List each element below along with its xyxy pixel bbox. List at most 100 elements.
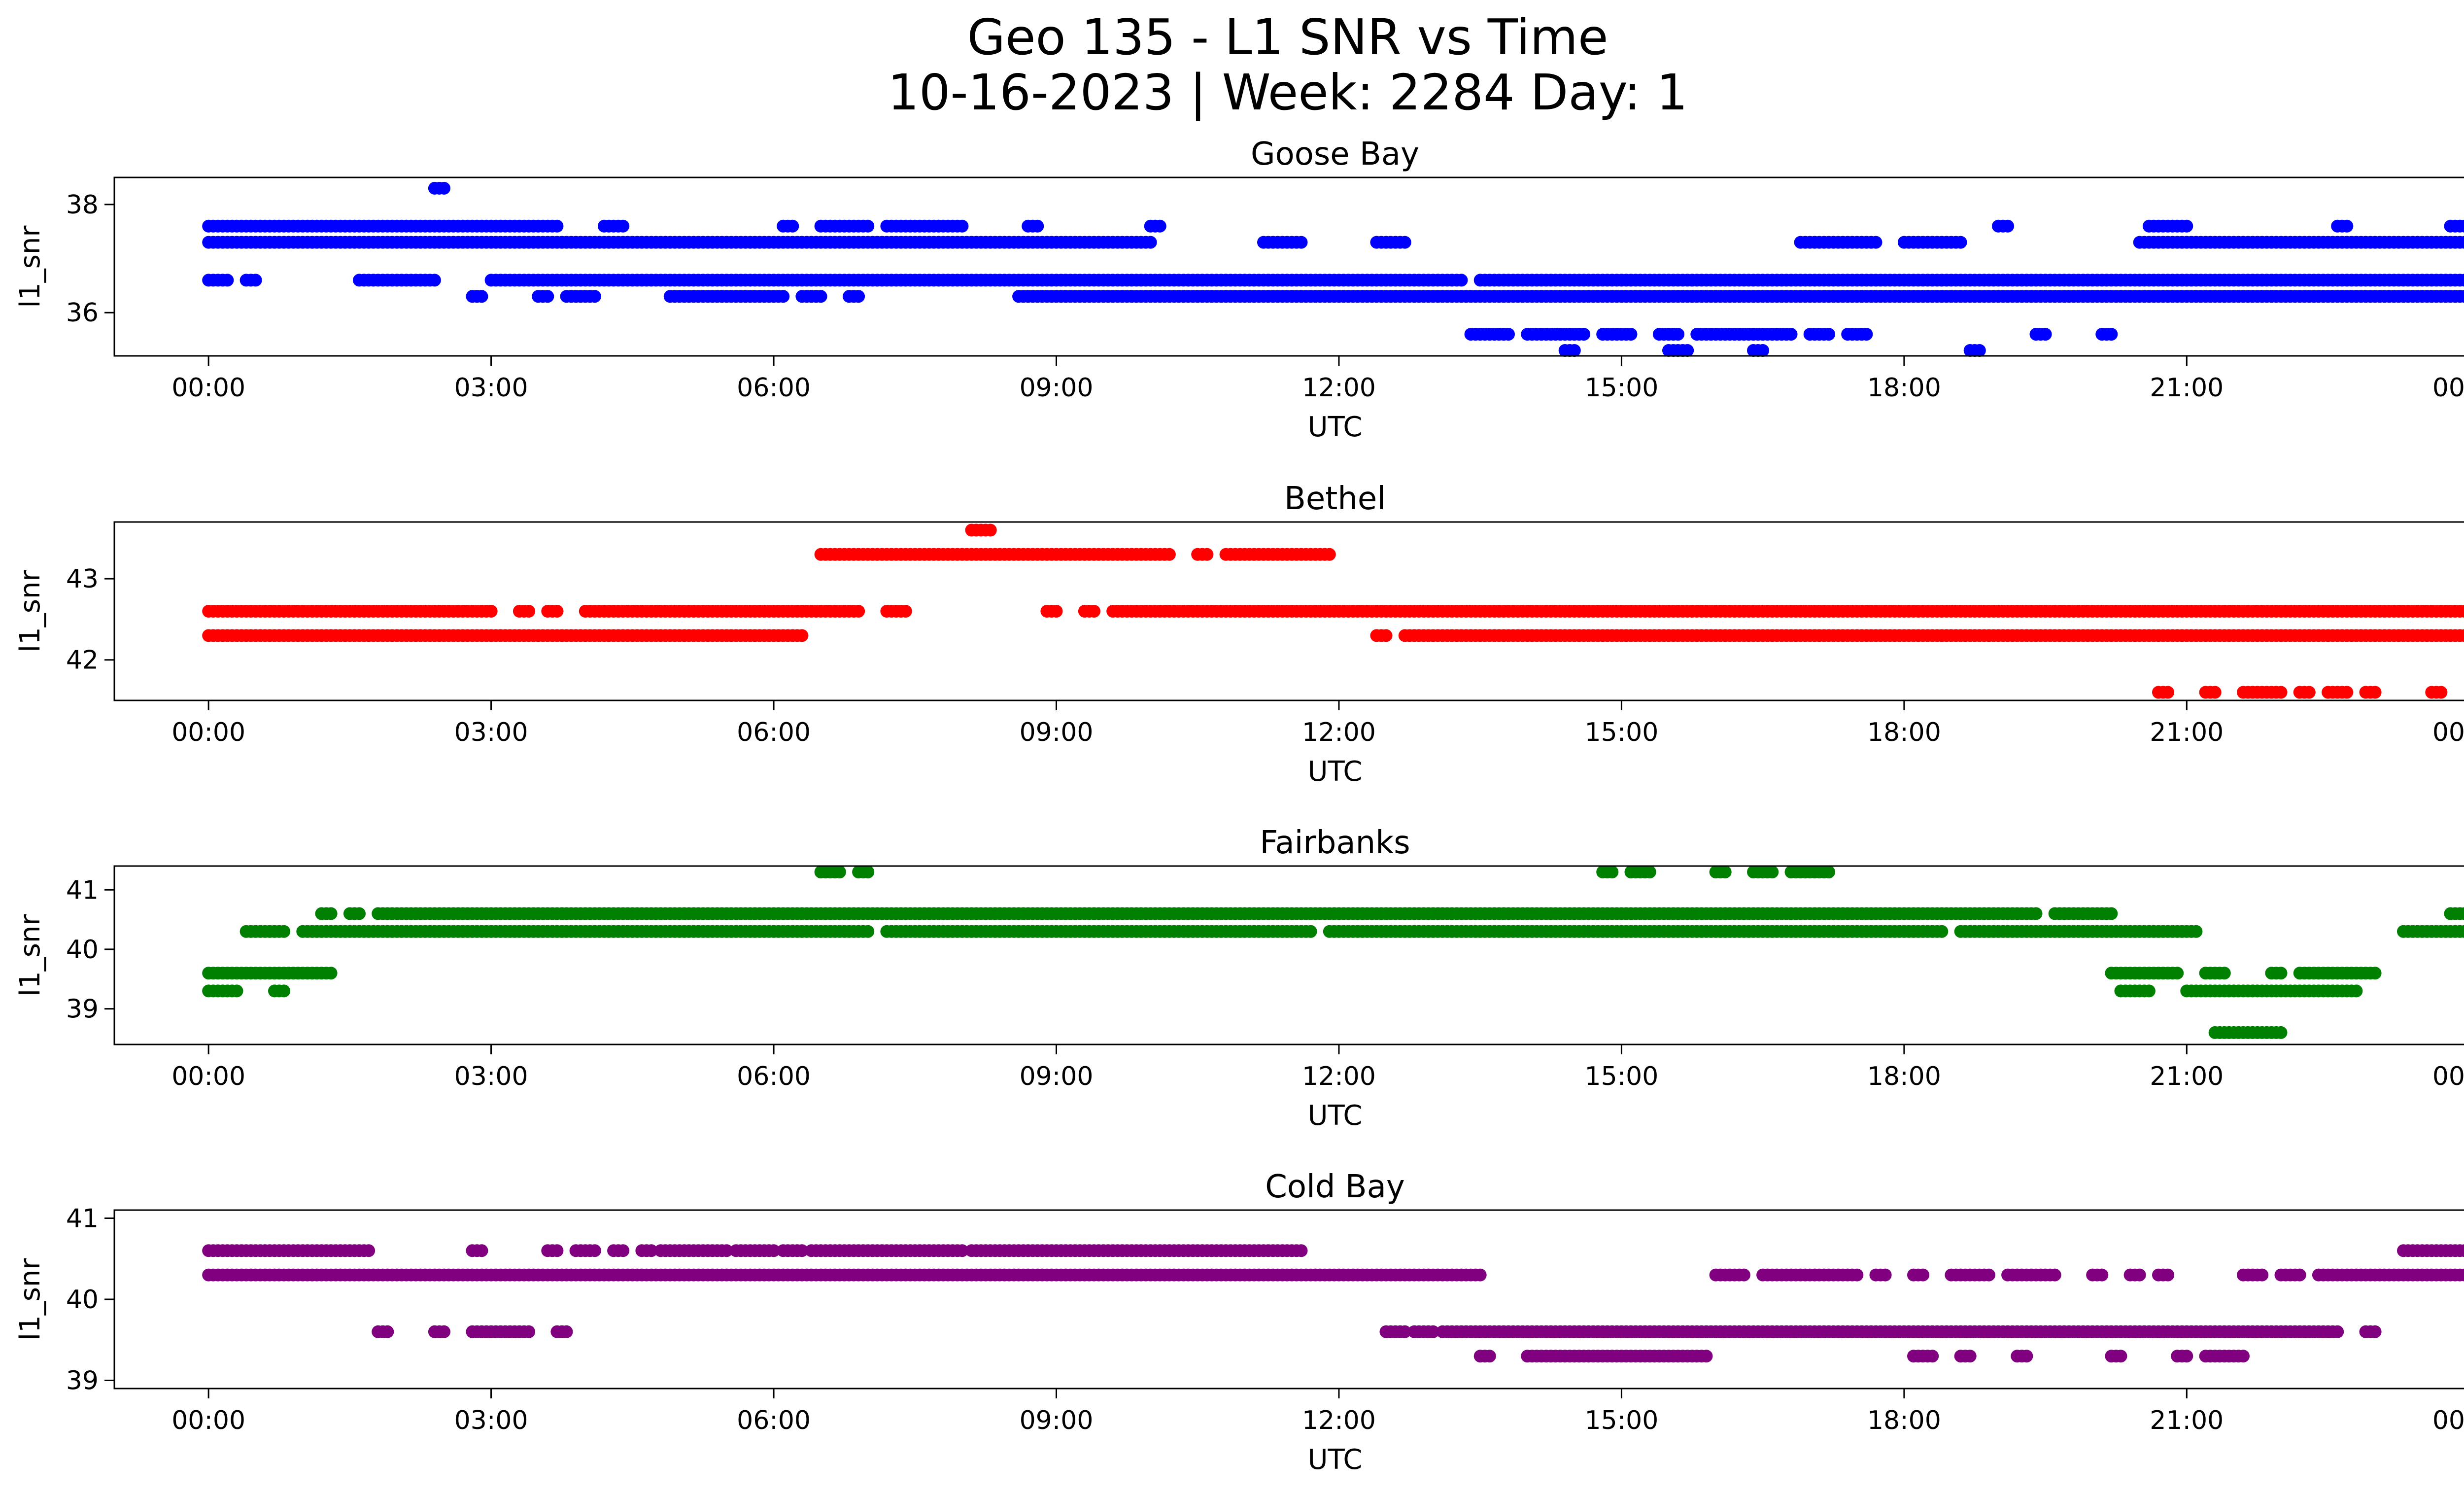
data-point bbox=[1398, 236, 1411, 249]
axes-frame bbox=[113, 176, 2464, 357]
x-tick-label: 00:00 bbox=[2432, 373, 2464, 403]
data-point bbox=[1031, 219, 1044, 233]
data-point bbox=[956, 1244, 969, 1257]
data-point bbox=[2458, 605, 2464, 618]
x-tick-label: 00:00 bbox=[171, 718, 245, 747]
x-tick-label: 18:00 bbox=[1867, 1406, 1941, 1435]
data-point bbox=[550, 605, 564, 618]
data-point bbox=[2020, 1350, 2033, 1363]
data-point bbox=[1473, 1268, 1487, 1282]
x-axis-label: UTC bbox=[1307, 756, 1362, 788]
data-point bbox=[1737, 1268, 1750, 1282]
data-point bbox=[1954, 236, 1967, 249]
axes-frame bbox=[113, 521, 2464, 701]
x-tick-label: 06:00 bbox=[737, 1062, 811, 1091]
data-point bbox=[249, 274, 262, 287]
data-point bbox=[2114, 1350, 2127, 1363]
y-axis-label: l1_snr bbox=[14, 570, 46, 653]
panel-fairbanks: 00:00 03:00 06:00 09:00 12:00 15:00 18:00 21:00… bbox=[14, 825, 2464, 1132]
data-point bbox=[1088, 605, 1100, 618]
panel-cold-bay: 00:00 03:00 06:00 09:00 12:00 15:00 18:00 21:00… bbox=[14, 1169, 2464, 1476]
data-point bbox=[2463, 910, 2464, 917]
data-point bbox=[833, 866, 846, 879]
data-point bbox=[2463, 928, 2464, 935]
x-tick-label: 12:00 bbox=[1302, 373, 1376, 403]
data-point bbox=[2368, 1325, 2382, 1338]
data-point bbox=[2463, 1247, 2464, 1254]
data-point bbox=[1606, 866, 1619, 879]
data-point bbox=[720, 1244, 733, 1257]
y-tick-label: 41 bbox=[66, 875, 99, 905]
data-point bbox=[2463, 277, 2464, 284]
x-tick-label: 03:00 bbox=[454, 1062, 528, 1091]
data-point bbox=[2039, 328, 2052, 341]
data-point bbox=[2340, 219, 2354, 233]
data-point bbox=[1973, 344, 1986, 357]
scatter-points-bethel bbox=[202, 523, 2464, 699]
x-tick-label: 12:00 bbox=[1302, 1406, 1376, 1435]
data-point bbox=[2001, 219, 2015, 233]
data-point bbox=[1153, 219, 1166, 233]
data-point bbox=[2463, 222, 2464, 230]
y-tick-label: 42 bbox=[66, 646, 99, 675]
data-point bbox=[852, 290, 865, 303]
x-tick-label: 12:00 bbox=[1302, 718, 1376, 747]
data-point bbox=[1323, 548, 1336, 561]
data-point bbox=[2458, 219, 2464, 233]
data-point bbox=[1860, 328, 1873, 341]
x-tick-label: 15:00 bbox=[1584, 718, 1658, 747]
x-tick-label: 15:00 bbox=[1584, 1406, 1658, 1435]
data-point bbox=[1624, 328, 1638, 341]
data-point bbox=[2463, 632, 2464, 639]
x-tick-label: 21:00 bbox=[2150, 373, 2224, 403]
data-point bbox=[2458, 1244, 2464, 1257]
data-point bbox=[1379, 629, 1393, 642]
y-axis-label: l1_snr bbox=[14, 914, 46, 997]
data-point bbox=[353, 907, 366, 920]
data-point bbox=[1568, 344, 1581, 357]
data-point bbox=[588, 1244, 601, 1257]
data-point bbox=[1935, 925, 1949, 938]
data-point bbox=[230, 984, 243, 998]
data-point bbox=[1963, 1350, 1977, 1363]
x-tick-label: 06:00 bbox=[737, 373, 811, 403]
data-point bbox=[2463, 293, 2464, 300]
data-point bbox=[588, 290, 601, 303]
data-point bbox=[522, 605, 536, 618]
data-point bbox=[438, 1325, 450, 1338]
x-tick-label: 18:00 bbox=[1867, 718, 1941, 747]
data-point bbox=[2048, 1268, 2061, 1282]
data-point bbox=[2105, 907, 2118, 920]
panel-title: Goose Bay bbox=[1251, 136, 1419, 173]
panel-bethel: 00:00 03:00 06:00 09:00 12:00 15:00 18:00 21:00… bbox=[14, 481, 2464, 788]
data-point bbox=[2368, 686, 2382, 699]
data-point bbox=[2293, 1268, 2306, 1282]
y-tick-label: 40 bbox=[66, 1285, 99, 1315]
data-point bbox=[2095, 1268, 2109, 1282]
data-point bbox=[2274, 1026, 2288, 1039]
data-point bbox=[428, 274, 441, 287]
data-point bbox=[2029, 907, 2043, 920]
data-point bbox=[2458, 925, 2464, 938]
x-tick-label: 00:00 bbox=[2432, 1062, 2464, 1091]
x-tick-label: 12:00 bbox=[1302, 1062, 1376, 1091]
data-point bbox=[2208, 686, 2222, 699]
data-point bbox=[1050, 605, 1063, 618]
data-point bbox=[2368, 967, 2382, 980]
data-point bbox=[362, 1244, 376, 1257]
data-point bbox=[324, 967, 338, 980]
data-point bbox=[861, 925, 875, 938]
x-tick-label: 00:00 bbox=[2432, 718, 2464, 747]
y-axis-label: l1_snr bbox=[14, 225, 46, 308]
x-axis-label: UTC bbox=[1307, 1100, 1362, 1132]
data-point bbox=[1502, 328, 1515, 341]
data-point bbox=[1756, 344, 1770, 357]
data-point bbox=[2463, 607, 2464, 615]
data-point bbox=[1295, 236, 1308, 249]
data-point bbox=[522, 1325, 536, 1338]
x-tick-label: 15:00 bbox=[1584, 1062, 1658, 1091]
data-point bbox=[852, 605, 865, 618]
data-point bbox=[1483, 1350, 1496, 1363]
x-tick-label: 00:00 bbox=[171, 1406, 245, 1435]
data-point bbox=[541, 290, 554, 303]
